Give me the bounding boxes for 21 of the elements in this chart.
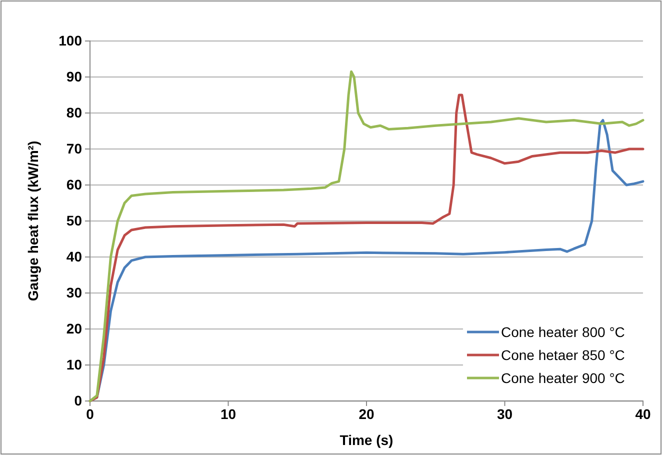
y-tick-label: 90 (66, 68, 82, 84)
legend-label: Cone heater 800 °C (501, 324, 625, 340)
y-tick-label: 20 (66, 320, 82, 336)
y-tick-label: 0 (74, 392, 82, 408)
y-tick-label: 70 (66, 140, 82, 156)
x-tick-label: 10 (220, 406, 236, 422)
y-tick-label: 100 (58, 32, 82, 48)
x-tick-label: 40 (635, 406, 651, 422)
x-axis-title: Time (s) (340, 432, 394, 448)
x-tick-label: 30 (496, 406, 513, 422)
y-tick-label: 80 (66, 104, 82, 120)
x-tick-label: 20 (358, 406, 374, 422)
legend-label: Cone hetaer 850 °C (501, 347, 625, 363)
x-tick-label: 0 (86, 406, 94, 422)
y-tick-label: 50 (66, 212, 82, 228)
y-tick-label: 30 (66, 284, 82, 300)
y-tick-label: 10 (66, 356, 82, 372)
y-tick-label: 40 (66, 248, 82, 264)
y-axis-title: Gauge heat flux (kW/m²) (25, 140, 41, 302)
legend-label: Cone heater 900 °C (501, 370, 625, 386)
y-tick-label: 60 (66, 176, 82, 192)
